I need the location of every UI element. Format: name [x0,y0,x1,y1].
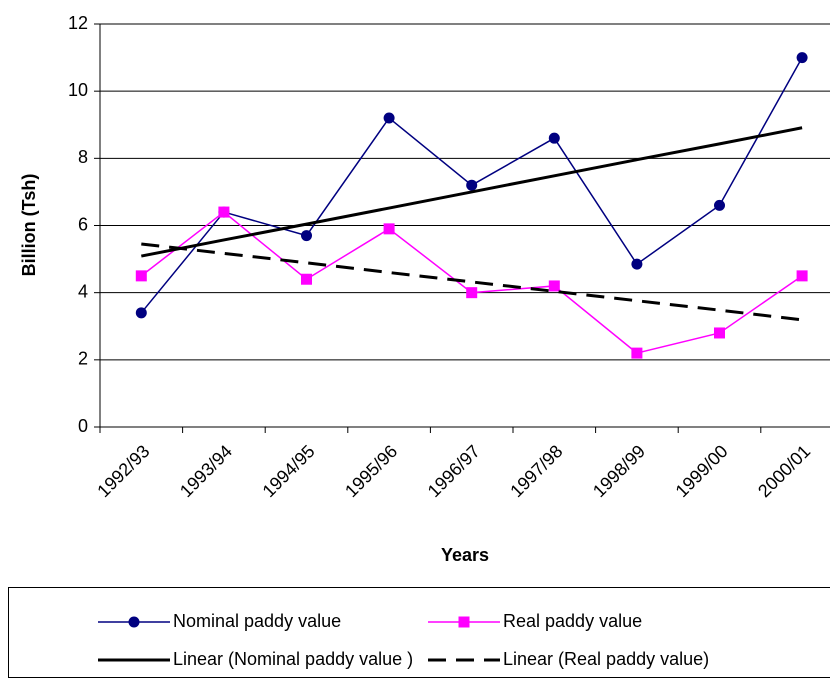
y-tick-label: 10 [68,80,88,100]
x-tick-label: 1992/93 [93,441,153,501]
y-tick-label: 12 [68,13,88,33]
legend-label: Real paddy value [503,611,642,631]
marker [301,230,312,242]
marker [466,179,478,191]
marker [796,270,808,282]
legend-marker [128,616,140,628]
marker [631,347,643,359]
marker [714,199,725,211]
series-line [140,211,803,354]
y-tick-label: 4 [78,281,88,301]
marker [135,307,147,319]
legend-box [8,587,830,678]
marker [548,132,560,144]
marker [796,52,808,64]
trend-line [141,126,803,258]
x-tick-label: 1997/98 [506,441,566,501]
y-tick-label: 2 [78,349,88,369]
legend-label: Nominal paddy value [173,611,341,631]
y-tick-label: 0 [78,416,88,436]
legend-label: Linear (Nominal paddy value ) [173,649,413,669]
trend-line [141,242,803,322]
x-tick-label: 1995/96 [341,441,401,501]
marker [301,273,312,285]
x-tick-label: 1999/00 [672,441,732,501]
x-tick-label: 1993/94 [176,441,236,501]
y-axis-title: Billion (Tsh) [19,174,39,277]
marker [548,280,560,292]
marker [135,270,147,282]
x-tick-label: 1998/99 [589,441,649,501]
marker [383,112,395,124]
x-tick-label: 1996/97 [424,441,484,501]
legend-label: Linear (Real paddy value) [503,649,709,669]
x-axis-title: Years [441,545,489,565]
marker [631,258,643,270]
y-tick-label: 8 [78,147,88,167]
legend-marker [458,616,470,628]
marker [466,287,478,299]
marker [383,223,395,235]
marker [714,327,725,339]
y-tick-label: 6 [78,214,88,234]
x-tick-label: 1994/95 [259,441,319,501]
marker [218,206,230,218]
x-tick-label: 2000/01 [754,441,814,501]
